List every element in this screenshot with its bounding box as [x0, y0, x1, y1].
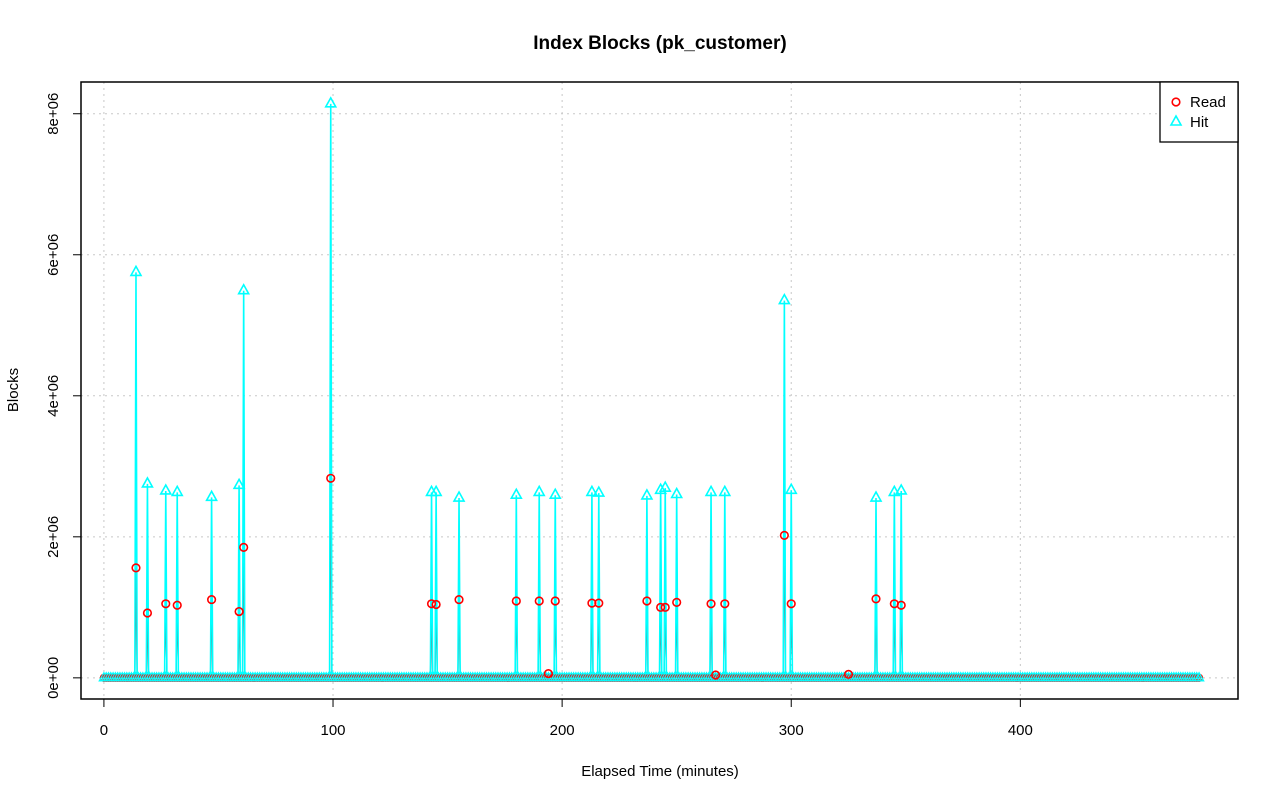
legend-label: Read: [1190, 94, 1226, 111]
hit-point: [237, 283, 251, 295]
hit-point: [141, 476, 154, 488]
read-point: [656, 602, 666, 612]
read-point: [786, 599, 796, 609]
chart-title: Index Blocks (pk_customer): [533, 33, 786, 54]
hit-point: [324, 96, 338, 108]
hit-point: [585, 484, 599, 497]
x-tick-label: 100: [321, 722, 346, 739]
hit-point: [718, 484, 732, 497]
read-point: [672, 597, 682, 607]
hit-point: [170, 484, 184, 497]
x-tick-label: 400: [1008, 722, 1033, 739]
hit-point: [429, 484, 443, 497]
hit-point: [869, 490, 883, 502]
legend-read-marker: [1171, 97, 1181, 107]
read-point: [142, 608, 153, 618]
hit-point: [784, 482, 798, 495]
y-tick-label: 8e+06: [45, 93, 62, 135]
baseline-hit-point: [1193, 671, 1205, 682]
read-point: [326, 473, 336, 483]
x-tick-label: 200: [550, 722, 575, 739]
x-axis-label: Elapsed Time (minutes): [581, 763, 739, 780]
hit-point: [159, 483, 173, 495]
read-point: [871, 594, 881, 604]
read-point: [234, 606, 244, 617]
read-point: [239, 542, 249, 552]
hit-point: [205, 489, 218, 502]
y-tick-label: 2e+06: [45, 516, 62, 558]
read-point: [161, 599, 171, 609]
hit-point: [232, 477, 246, 490]
hit-series-line: [103, 103, 1200, 679]
read-point: [131, 563, 141, 573]
baseline-markers: [98, 671, 1205, 682]
y-tick-label: 6e+06: [45, 234, 62, 276]
read-point: [511, 596, 521, 606]
x-tick-label: 0: [100, 722, 108, 739]
hit-point: [640, 488, 654, 500]
read-point: [706, 599, 716, 609]
hit-point: [894, 483, 908, 495]
legend-label: Hit: [1190, 114, 1209, 131]
read-point: [172, 600, 182, 610]
legend-box: [1159, 81, 1239, 143]
hit-point: [129, 264, 143, 277]
hit-point: [704, 484, 718, 497]
plot-area: [98, 96, 1205, 682]
read-point: [534, 596, 544, 606]
read-point: [642, 596, 652, 606]
hit-point: [592, 485, 606, 497]
read-point: [543, 669, 553, 679]
y-tick-label: 0e+00: [45, 657, 62, 699]
read-point: [431, 599, 441, 610]
legend-hit-marker: [1169, 114, 1183, 126]
hit-point: [452, 490, 466, 502]
read-point: [711, 670, 721, 680]
read-point: [426, 599, 437, 609]
hit-point: [778, 292, 791, 305]
x-tick-label: 300: [779, 722, 804, 739]
read-point: [720, 599, 730, 609]
read-point: [779, 530, 789, 541]
read-point: [550, 596, 560, 606]
hit-point: [670, 486, 684, 499]
hit-point: [658, 480, 672, 492]
hit-point: [548, 487, 562, 500]
read-point: [206, 594, 217, 605]
y-tick-label: 4e+06: [45, 375, 62, 417]
hit-point: [532, 484, 546, 497]
hit-point: [887, 484, 901, 497]
read-point: [660, 602, 670, 612]
axes: 0 100 200 300 400 0e+00 2e+06 4e+06 6e+06 8e+06: [45, 93, 1033, 739]
read-point: [594, 598, 604, 608]
read-point: [843, 669, 854, 679]
read-point: [454, 594, 464, 605]
read-point: [896, 600, 906, 610]
hit-point: [654, 482, 668, 495]
hit-point: [509, 487, 523, 500]
legend: Read Hit: [1159, 81, 1239, 143]
y-axis-label: Blocks: [5, 368, 22, 412]
